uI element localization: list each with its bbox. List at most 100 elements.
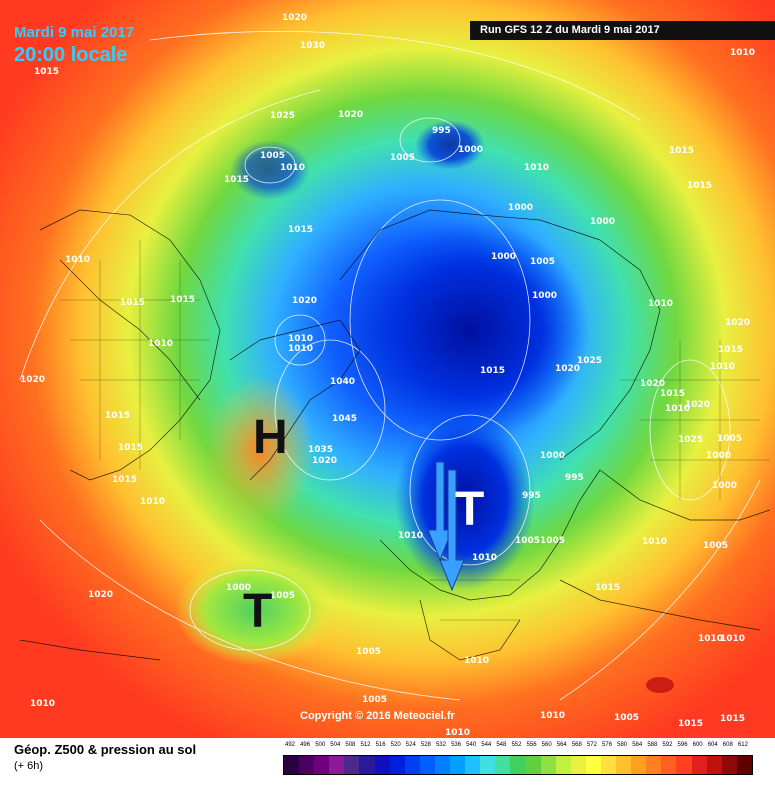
scale-value: 536 (451, 742, 462, 748)
pressure-label: 995 (432, 126, 451, 136)
pressure-label: 1000 (508, 203, 533, 213)
pressure-label: 1005 (515, 536, 540, 546)
scale-value: 568 (571, 742, 582, 748)
pressure-label: 1005 (356, 647, 381, 657)
pressure-label: 1020 (20, 375, 45, 385)
scale-swatch (676, 756, 692, 774)
trough-south (395, 410, 535, 590)
pressure-label: 1005 (703, 541, 728, 551)
pressure-label: 1010 (720, 634, 745, 644)
scale-value: 512 (360, 742, 371, 748)
pressure-label: 1010 (445, 728, 470, 738)
scale-value: 528 (420, 742, 431, 748)
scale-value: 556 (526, 742, 537, 748)
run-info: Run GFS 12 Z du Mardi 9 mai 2017 (470, 21, 775, 40)
scale-swatch (600, 756, 617, 774)
pressure-label: 1005 (362, 695, 387, 705)
high-pressure-marker: H (253, 411, 288, 464)
pressure-label: 1005 (260, 151, 285, 161)
scale-swatch (631, 756, 647, 774)
scale-swatch (344, 756, 360, 774)
pressure-label: 1005 (717, 434, 742, 444)
pressure-label: 1010 (280, 163, 305, 173)
scale-value: 572 (586, 742, 597, 748)
pressure-label: 1015 (118, 443, 143, 453)
pressure-label: 1025 (577, 356, 602, 366)
pressure-label: 1015 (34, 67, 59, 77)
pressure-label: 1020 (640, 379, 665, 389)
scale-swatch (374, 756, 390, 774)
pressure-label: 1015 (112, 475, 137, 485)
scale-labels: 492 496 500 504 508 512 516 520 524 528 532 536 540 5… (283, 742, 753, 754)
scale-swatch (585, 756, 601, 774)
scale-value: 588 (647, 742, 658, 748)
scale-value: 524 (405, 742, 416, 748)
scale-swatch (616, 756, 632, 774)
pressure-label: 1020 (88, 590, 113, 600)
scale-swatch (359, 756, 375, 774)
pressure-label: 1005 (270, 591, 295, 601)
copyright: Copyright © 2016 Meteociel.fr (300, 710, 455, 722)
low-atlantic-area (175, 555, 335, 665)
pressure-label: 1010 (665, 404, 690, 414)
isobars (19, 30, 761, 701)
map-time: 20:00 locale (14, 44, 128, 66)
scale-value: 564 (556, 742, 567, 748)
pressure-label: 1010 (472, 553, 497, 563)
pressure-label: 1040 (330, 377, 355, 387)
scale-swatch (736, 756, 752, 774)
scale-swatch (299, 756, 315, 774)
pressure-label: 1025 (678, 435, 703, 445)
pressure-label: 1020 (685, 400, 710, 410)
scale-swatch (404, 756, 420, 774)
pressure-label: 1010 (30, 699, 55, 709)
pressure-label: 1000 (458, 145, 483, 155)
pressure-label: 995 (565, 473, 584, 483)
pressure-label: 1015 (120, 298, 145, 308)
scale-swatch (314, 756, 330, 774)
pressure-label: 1020 (338, 110, 363, 120)
pressure-label: 1020 (292, 296, 317, 306)
scale-swatch (480, 756, 496, 774)
pressure-label: 1020 (725, 318, 750, 328)
scale-swatch (450, 756, 466, 774)
pressure-label: 1000 (226, 583, 251, 593)
scale-swatch (555, 756, 571, 774)
scale-value: 516 (375, 742, 386, 748)
pressure-label: 1010 (140, 497, 165, 507)
scale-value: 604 (707, 742, 718, 748)
pressure-label: 1015 (720, 714, 745, 724)
pressure-label: 1020 (282, 13, 307, 23)
pressure-label: 1015 (660, 389, 685, 399)
scale-swatch (329, 756, 345, 774)
pressure-label: 1020 (312, 456, 337, 466)
scale-swatch (661, 756, 677, 774)
scale-swatch (434, 756, 451, 774)
pressure-label: 1000 (712, 481, 737, 491)
scale-value: 500 (315, 742, 326, 748)
legend-title: Géop. Z500 & pression au sol (14, 742, 197, 757)
pressure-label: 1010 (398, 531, 423, 541)
scale-swatch (284, 756, 300, 774)
scale-value: 596 (677, 742, 688, 748)
low-north-area (230, 140, 310, 200)
scale-value: 548 (496, 742, 507, 748)
pressure-label: 1015 (480, 366, 505, 376)
pressure-label: 1015 (678, 719, 703, 729)
scale-swatch (510, 756, 526, 774)
pressure-label: 1010 (540, 711, 565, 721)
pressure-label: 1015 (105, 411, 130, 421)
pressure-label: 1015 (595, 583, 620, 593)
scale-value: 600 (692, 742, 703, 748)
scale-value: 584 (632, 742, 643, 748)
pressure-label: 1000 (706, 451, 731, 461)
pressure-label: 1010 (524, 163, 549, 173)
pressure-label: 1015 (288, 225, 313, 235)
low-north2-area (415, 120, 485, 170)
scale-swatch (706, 756, 722, 774)
pressure-label: 1010 (464, 656, 489, 666)
scale-value: 532 (435, 742, 446, 748)
color-scale-bar (283, 755, 753, 775)
